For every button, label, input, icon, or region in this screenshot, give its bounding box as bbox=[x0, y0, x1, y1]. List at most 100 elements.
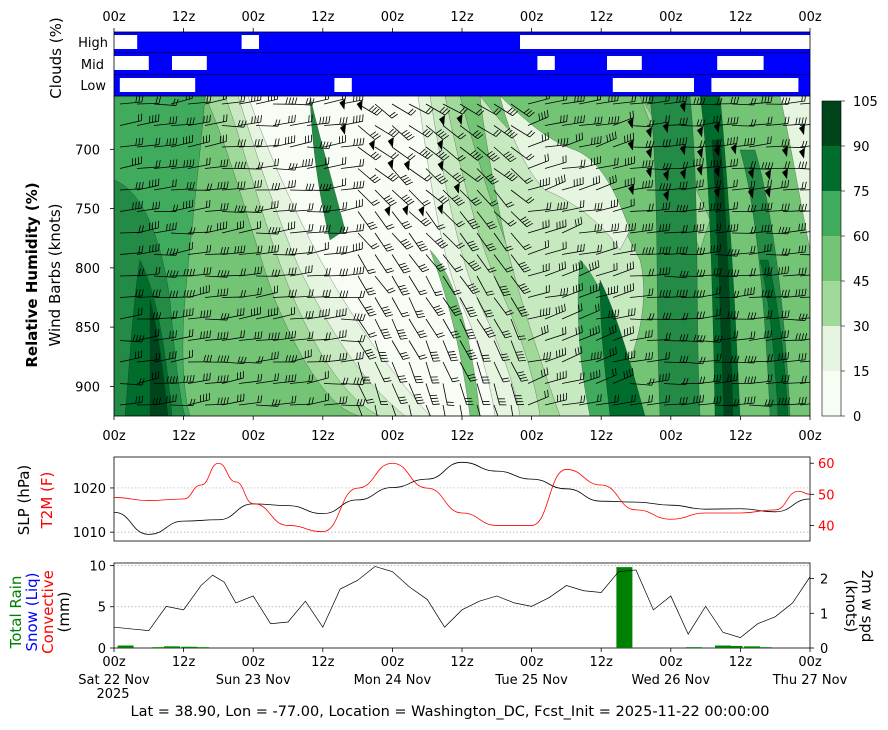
wind-barb bbox=[374, 361, 392, 383]
wind-barb bbox=[527, 389, 549, 406]
wind-barb bbox=[782, 222, 807, 234]
wind-barb bbox=[238, 245, 263, 255]
wind-barb bbox=[442, 361, 460, 383]
wind-barb bbox=[680, 97, 706, 106]
wind-barb bbox=[255, 351, 279, 363]
wind-barb bbox=[289, 134, 312, 148]
wind-barb bbox=[289, 245, 314, 255]
wind-barb bbox=[510, 103, 535, 117]
wind-barb bbox=[357, 318, 377, 338]
wind-barb bbox=[510, 211, 534, 228]
wind-barb bbox=[459, 297, 478, 318]
rh-time-tick: 12z bbox=[311, 429, 335, 444]
wind-barb bbox=[289, 374, 314, 384]
wind-barb bbox=[221, 371, 244, 384]
wind-barb bbox=[204, 246, 229, 255]
bottom-time-tick: 12z bbox=[590, 655, 614, 670]
wind-barb bbox=[799, 102, 810, 105]
t2m-series-line bbox=[113, 462, 811, 533]
wind-barb bbox=[476, 254, 497, 273]
wind-barb bbox=[374, 146, 399, 170]
wind-barb bbox=[578, 303, 600, 320]
wind-barb bbox=[595, 115, 620, 126]
wind-barb bbox=[748, 309, 773, 320]
wind-barb bbox=[306, 224, 331, 234]
wind-barb bbox=[476, 189, 499, 207]
top-time-tick: 00z bbox=[798, 10, 822, 25]
wind-barb bbox=[663, 396, 688, 406]
wind-barb bbox=[340, 158, 365, 169]
wind-barb bbox=[323, 377, 349, 385]
wind-barb bbox=[408, 211, 432, 227]
wind-barb bbox=[731, 245, 756, 255]
rh-contour-band bbox=[759, 259, 789, 416]
wind-barb bbox=[357, 103, 383, 116]
wind-barb bbox=[425, 318, 445, 338]
wind-barb bbox=[459, 275, 480, 294]
wind-barb bbox=[748, 224, 773, 234]
wind-barb bbox=[731, 161, 757, 180]
wind-barb bbox=[187, 392, 210, 406]
wind-barb bbox=[255, 373, 279, 384]
wind-barb bbox=[170, 329, 194, 341]
wind-barb bbox=[612, 222, 637, 234]
wind-barb bbox=[493, 211, 517, 227]
wind-barb bbox=[357, 383, 375, 404]
wind-barb bbox=[221, 181, 246, 191]
wind-barb bbox=[374, 125, 400, 148]
wind-barb bbox=[408, 254, 430, 273]
wind-barb bbox=[799, 145, 810, 148]
wind-barb bbox=[170, 374, 195, 384]
wind-barb bbox=[306, 241, 329, 255]
bottom-time-tick: 00z bbox=[242, 655, 266, 670]
wind-barb bbox=[476, 383, 491, 405]
wind-barb bbox=[340, 241, 363, 255]
wind-barb bbox=[799, 124, 810, 126]
wind-barb bbox=[731, 180, 756, 199]
wind-barb bbox=[425, 254, 447, 272]
wind-barb bbox=[697, 267, 722, 277]
wind-barb bbox=[510, 125, 536, 138]
wind-barb bbox=[629, 179, 654, 191]
wind-barb bbox=[408, 361, 424, 384]
wind-barb bbox=[578, 244, 603, 255]
wind-barb bbox=[374, 103, 398, 119]
precip-tick: 5 bbox=[98, 601, 106, 616]
wind-barb bbox=[629, 119, 655, 138]
wind-barb bbox=[306, 157, 330, 169]
wind-barb bbox=[765, 289, 790, 298]
wind-barb bbox=[731, 396, 756, 406]
precip-bar bbox=[686, 647, 702, 648]
wind-barb bbox=[748, 96, 773, 105]
wind-barb bbox=[425, 103, 451, 127]
wind-barb bbox=[561, 243, 585, 255]
wind-barb bbox=[578, 116, 603, 126]
wind-barb bbox=[459, 383, 474, 405]
wind-barb bbox=[289, 158, 314, 169]
wind-barb bbox=[646, 289, 672, 298]
wind-barb bbox=[578, 223, 603, 234]
wind-barb bbox=[221, 307, 245, 320]
wind-barb bbox=[561, 115, 585, 126]
rh-contour-band bbox=[599, 279, 646, 416]
cloud-segment-mid bbox=[114, 56, 149, 70]
wind-barb bbox=[663, 225, 688, 234]
wind-barb bbox=[459, 361, 478, 382]
wind-barb bbox=[595, 174, 617, 191]
wind-barb bbox=[204, 221, 228, 234]
wind-barb bbox=[255, 399, 281, 407]
cloud-segment-low bbox=[334, 78, 352, 92]
wind-barb bbox=[408, 383, 425, 405]
wind-barb bbox=[782, 267, 807, 277]
top-time-tick: 12z bbox=[311, 10, 335, 25]
rh-time-tick: 12z bbox=[172, 429, 196, 444]
wind-barb bbox=[408, 275, 428, 296]
wind-barb bbox=[510, 254, 531, 273]
wind-barb bbox=[782, 288, 807, 298]
wind-barb bbox=[340, 377, 366, 386]
wind-barb bbox=[221, 205, 247, 213]
wind-barb bbox=[561, 325, 583, 341]
wind-barb bbox=[357, 125, 381, 151]
wind-barb bbox=[187, 244, 212, 255]
wind-barb-axis-label: Wind Barbs (knots) bbox=[46, 204, 64, 347]
